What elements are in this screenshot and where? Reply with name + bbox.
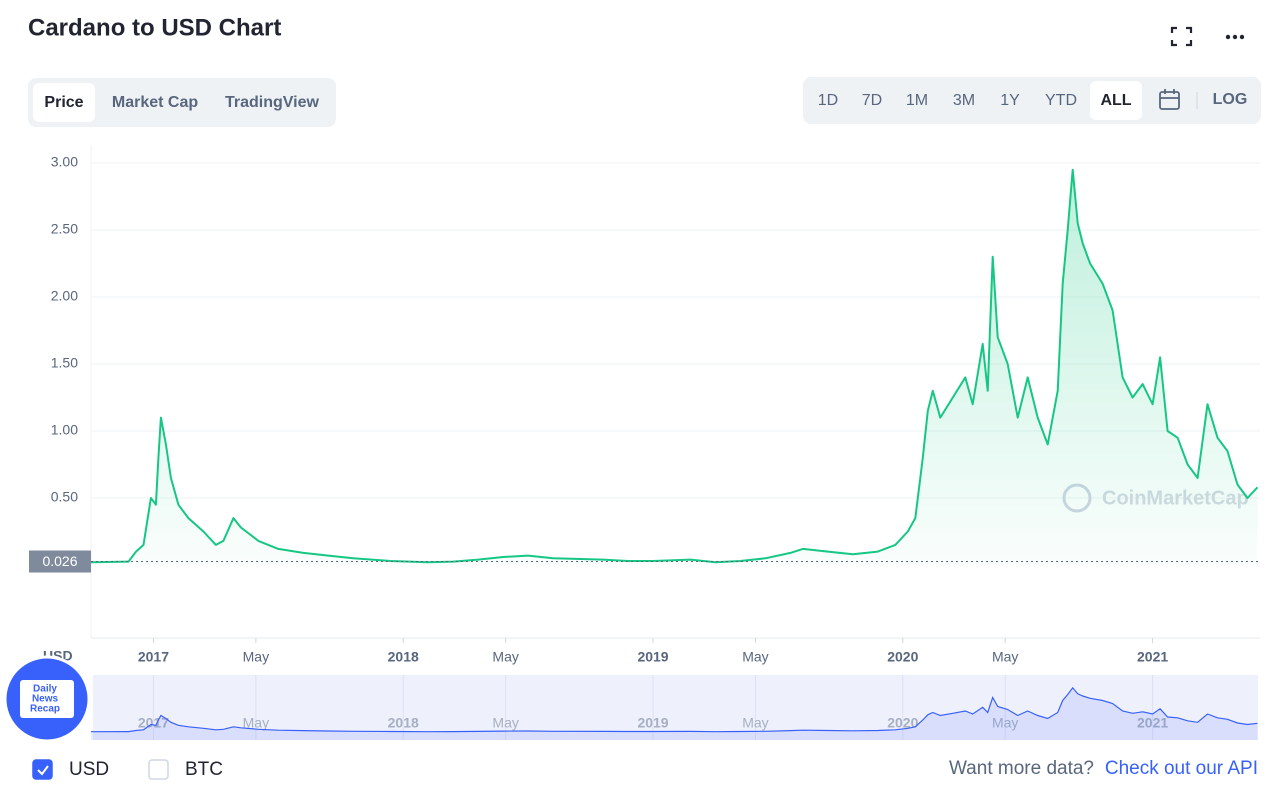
- api-link[interactable]: Check out our API: [1105, 758, 1258, 779]
- navigator-area: [91, 687, 1258, 740]
- more-icon[interactable]: [1225, 34, 1245, 40]
- chart-title: Cardano to USD Chart: [28, 14, 281, 41]
- price-area: [91, 169, 1258, 565]
- range-button[interactable]: 1M: [906, 92, 928, 109]
- checkbox[interactable]: [148, 759, 169, 780]
- log-button[interactable]: LOG: [1213, 91, 1248, 108]
- range-group: [803, 77, 1261, 124]
- range-button[interactable]: 1Y: [1000, 92, 1020, 109]
- y-tick-label: 0.50: [51, 489, 78, 505]
- navigator-tick-label: 2021: [1137, 715, 1168, 731]
- checkbox-label[interactable]: BTC: [185, 759, 223, 780]
- tab[interactable]: Market Cap: [112, 94, 198, 111]
- tab[interactable]: Price: [44, 94, 83, 111]
- tab-active: [33, 83, 95, 122]
- navigator-tick-label: May: [243, 715, 269, 731]
- tab-group: [28, 78, 336, 127]
- y-tick-label: 2.50: [51, 221, 78, 237]
- api-prompt: Want more data?: [949, 758, 1094, 779]
- checkbox[interactable]: [32, 759, 53, 780]
- x-tick-label: 2018: [388, 649, 419, 665]
- y-tick-label: 1.00: [51, 422, 78, 438]
- range-active: [1090, 81, 1142, 120]
- x-tick-label: 2019: [637, 649, 668, 665]
- range-button[interactable]: 1D: [818, 92, 838, 109]
- navigator-tick-label: 2020: [887, 715, 918, 731]
- checkbox-label[interactable]: USD: [69, 759, 109, 780]
- navigator-tick-label: 2018: [388, 715, 419, 731]
- range-button[interactable]: ALL: [1100, 92, 1131, 109]
- x-tick-label: 2020: [887, 649, 918, 665]
- badge-film: [20, 680, 74, 718]
- calendar-icon[interactable]: [1159, 89, 1180, 110]
- navigator-tick-label: 2019: [637, 715, 668, 731]
- x-tick-label: May: [492, 649, 518, 665]
- tab[interactable]: TradingView: [225, 94, 320, 111]
- fullscreen-icon[interactable]: [1170, 26, 1193, 47]
- x-tick-label: May: [243, 649, 269, 665]
- range-button[interactable]: 3M: [953, 92, 975, 109]
- range-button[interactable]: YTD: [1045, 92, 1077, 109]
- y-tick-label: 2.00: [51, 288, 78, 304]
- badge-text: Recap: [30, 704, 60, 715]
- badge-text: Daily: [33, 684, 57, 695]
- range-button[interactable]: 7D: [862, 92, 882, 109]
- navigator-tick-label: May: [742, 715, 768, 731]
- navigator-line: [90, 686, 1258, 733]
- price-marker-label: 0.026: [42, 553, 77, 569]
- price-line: [90, 168, 1259, 564]
- x-tick-label: May: [742, 649, 768, 665]
- x-tick-label: May: [992, 649, 1018, 665]
- x-tick-label: 2021: [1137, 649, 1168, 665]
- checkmark: [37, 765, 49, 776]
- navigator-tick-label: May: [992, 715, 1018, 731]
- badge-text: News: [32, 694, 59, 705]
- y-tick-label: 1.50: [51, 355, 78, 371]
- y-tick-label: 3.00: [51, 154, 78, 170]
- navigator-tick-label: May: [492, 715, 518, 731]
- navigator-tick-label: 2017: [138, 715, 169, 731]
- x-tick-label: 2017: [138, 649, 169, 665]
- navigator[interactable]: [93, 675, 1258, 740]
- price-marker-box: [29, 550, 91, 573]
